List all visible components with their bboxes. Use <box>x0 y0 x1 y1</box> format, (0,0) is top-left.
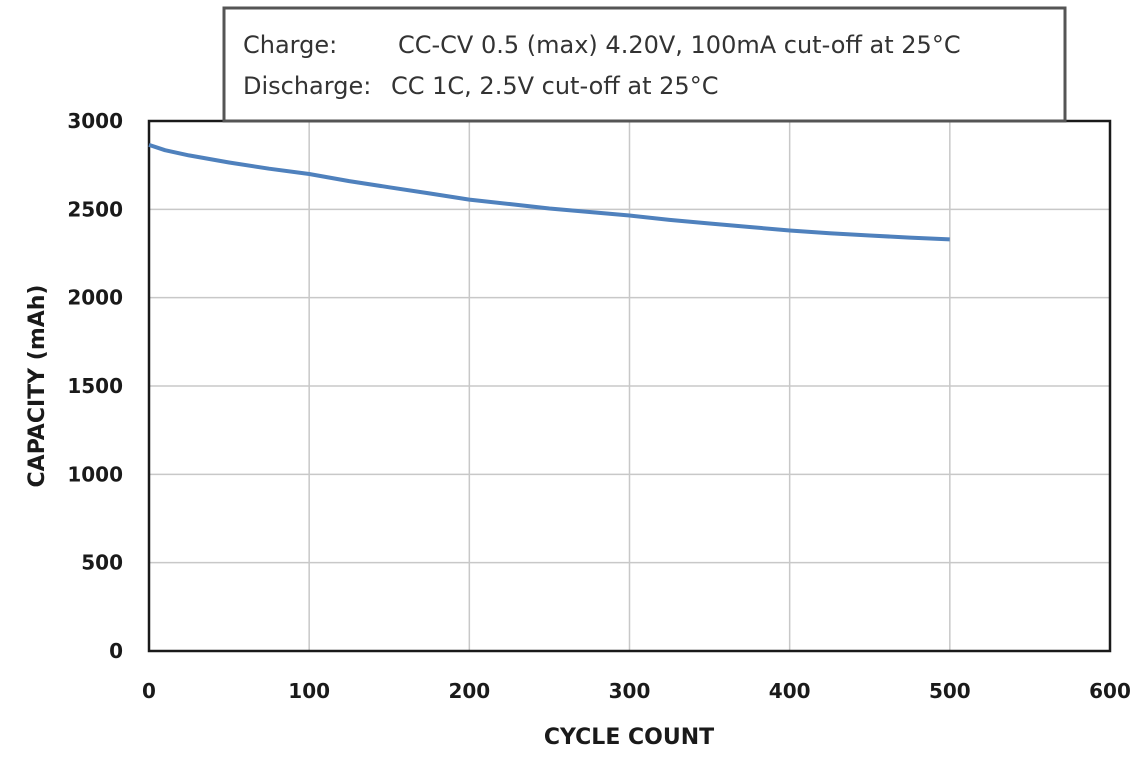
y-tick-label: 0 <box>109 639 123 663</box>
x-axis-title: CYCLE COUNT <box>544 725 714 750</box>
x-tick-label: 500 <box>929 679 971 703</box>
x-tick-label: 600 <box>1089 679 1131 703</box>
test-conditions-frame <box>222 6 1067 123</box>
y-axis-ticks: 0 500 1000 1500 2000 2500 3000 <box>67 109 123 663</box>
x-axis-ticks: 0 100 200 300 400 500 600 <box>142 679 1131 703</box>
y-tick-label: 2500 <box>67 197 123 221</box>
y-tick-label: 3000 <box>67 109 123 133</box>
y-tick-label: 2000 <box>67 286 123 310</box>
y-tick-label: 1500 <box>67 374 123 398</box>
y-tick-label: 500 <box>81 551 123 575</box>
series-layer <box>148 143 950 242</box>
x-tick-label: 100 <box>288 679 330 703</box>
x-tick-label: 0 <box>142 679 156 703</box>
y-tick-label: 1000 <box>67 462 123 486</box>
x-tick-label: 200 <box>448 679 490 703</box>
grid-lines <box>148 120 1111 652</box>
series-line-capacity <box>148 143 950 242</box>
discharge-value: CC 1C, 2.5V cut-off at 25°C <box>391 72 718 100</box>
charge-label: Charge: <box>243 31 337 59</box>
discharge-label: Discharge: <box>243 72 371 100</box>
x-tick-label: 300 <box>609 679 651 703</box>
charge-value: CC-CV 0.5 (max) 4.20V, 100mA cut-off at … <box>398 31 961 59</box>
y-axis-title: CAPACITY (mAh) <box>25 285 50 488</box>
x-tick-label: 400 <box>769 679 811 703</box>
test-conditions-box: Charge: CC-CV 0.5 (max) 4.20V, 100mA cut… <box>222 6 1067 123</box>
